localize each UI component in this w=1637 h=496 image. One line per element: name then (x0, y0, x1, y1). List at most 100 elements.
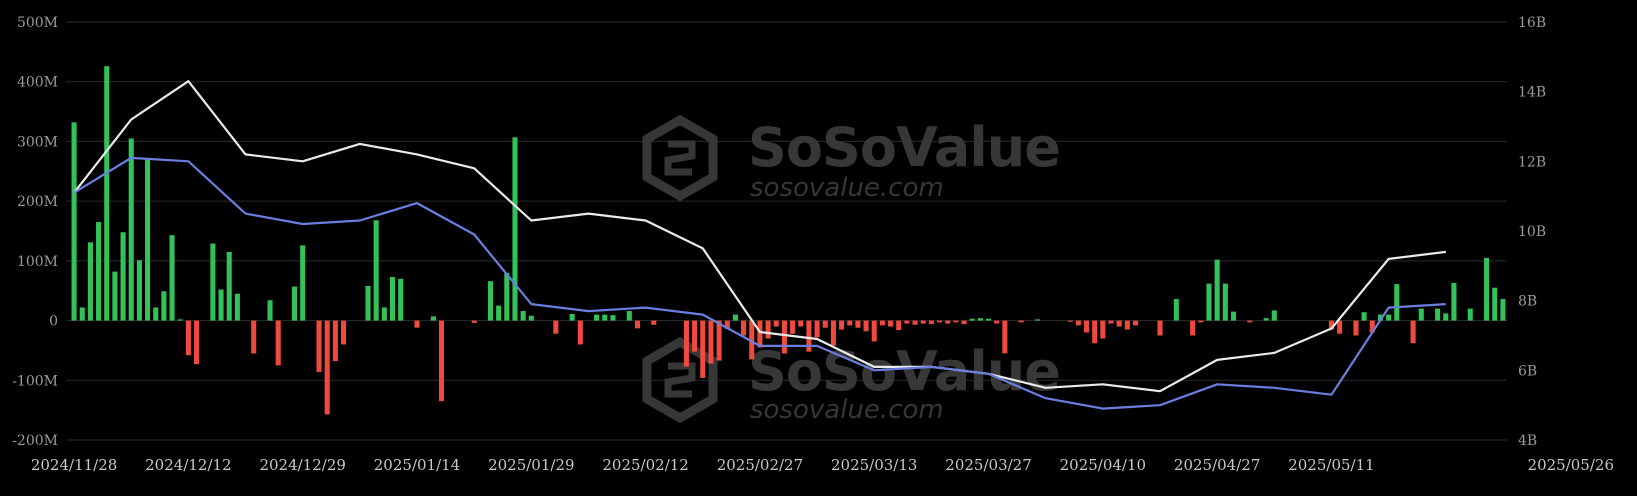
x-tick-label: 2025/03/13 (831, 456, 917, 474)
watermark-brand-bottom: SoSoValue (748, 340, 1060, 403)
bar (340, 320, 347, 345)
bar (806, 320, 812, 352)
bar (1418, 308, 1424, 321)
bar (332, 320, 338, 362)
bar (496, 305, 502, 321)
bar (1067, 320, 1073, 322)
bar (1157, 320, 1163, 336)
bar (700, 320, 706, 378)
bar (855, 320, 861, 328)
bar (553, 320, 559, 334)
bar (365, 285, 371, 321)
x-tick-label: 2024/11/28 (31, 456, 117, 474)
bar (765, 320, 771, 339)
bar (185, 320, 191, 356)
bar (1443, 313, 1449, 321)
bar (1092, 320, 1098, 344)
x-tick-label: 2025/04/27 (1174, 456, 1260, 474)
right-tick-label: 12B (1518, 154, 1546, 170)
bar (692, 320, 698, 352)
left-tick-label: 200M (17, 194, 58, 210)
right-tick-label: 4B (1518, 433, 1537, 449)
x-tick-label: 2025/05/11 (1288, 456, 1374, 474)
line-series-path (73, 80, 1446, 393)
left-tick-label: -100M (12, 373, 58, 389)
bar (267, 300, 273, 321)
bar (1353, 320, 1359, 336)
bar (977, 318, 983, 321)
bar (879, 320, 885, 326)
bar (1190, 320, 1196, 336)
left-tick-label: 0 (49, 314, 58, 330)
bar (577, 320, 583, 345)
bar (1271, 310, 1277, 321)
bar (438, 320, 445, 402)
bar (741, 320, 747, 336)
line-series-path (73, 156, 1446, 410)
bar (1369, 320, 1375, 333)
bar (871, 320, 877, 342)
bar-series (71, 66, 1506, 415)
bar (1263, 318, 1269, 321)
bar (912, 320, 918, 325)
bar (790, 320, 796, 334)
bar (904, 320, 910, 324)
x-tick-label: 2025/05/26 (1528, 456, 1614, 474)
x-tick-label: 2024/12/12 (145, 456, 231, 474)
bar (1198, 320, 1204, 323)
bar (1124, 320, 1130, 330)
bar (1500, 299, 1506, 321)
bar (1116, 320, 1122, 327)
bar (626, 311, 632, 321)
bar (104, 66, 110, 321)
bar (71, 122, 77, 321)
bar (275, 320, 281, 366)
bar (953, 320, 959, 323)
bar (471, 320, 477, 323)
x-tick-label: 2025/03/27 (945, 456, 1031, 474)
bar (1467, 308, 1473, 321)
bar (520, 311, 526, 321)
x-tick-label: 2024/12/29 (259, 456, 345, 474)
bar (234, 293, 240, 321)
bar (87, 242, 93, 321)
bar (708, 320, 714, 364)
bar (602, 314, 608, 321)
watermark-url-bottom: sosovalue.com (750, 395, 944, 425)
bar (1247, 320, 1253, 323)
bar (430, 316, 436, 321)
bar (226, 251, 232, 321)
bar (300, 245, 306, 321)
bar (504, 272, 510, 321)
bar (839, 320, 845, 330)
bar (757, 320, 763, 348)
bar (1328, 320, 1334, 330)
bar (961, 320, 967, 325)
bar (1484, 257, 1490, 321)
bar (1206, 283, 1212, 321)
bar (1386, 314, 1392, 321)
bar (814, 320, 820, 338)
bar (1108, 320, 1114, 324)
bar (1230, 311, 1237, 321)
bar (986, 318, 992, 321)
bar (128, 138, 134, 321)
bar (251, 320, 257, 354)
bar (218, 289, 224, 321)
bar (1410, 320, 1416, 344)
bar (1394, 284, 1400, 321)
bar (161, 291, 167, 321)
bar (1435, 308, 1441, 321)
bar (96, 222, 102, 321)
bar (847, 320, 853, 326)
bar (512, 137, 518, 321)
bar (651, 320, 657, 325)
right-tick-label: 10B (1518, 224, 1546, 240)
bar (398, 278, 404, 321)
right-tick-label: 8B (1518, 294, 1537, 310)
bar (798, 320, 804, 327)
bar (381, 307, 387, 321)
watermark-brand-top: SoSoValue (748, 116, 1060, 179)
bar (569, 314, 575, 321)
